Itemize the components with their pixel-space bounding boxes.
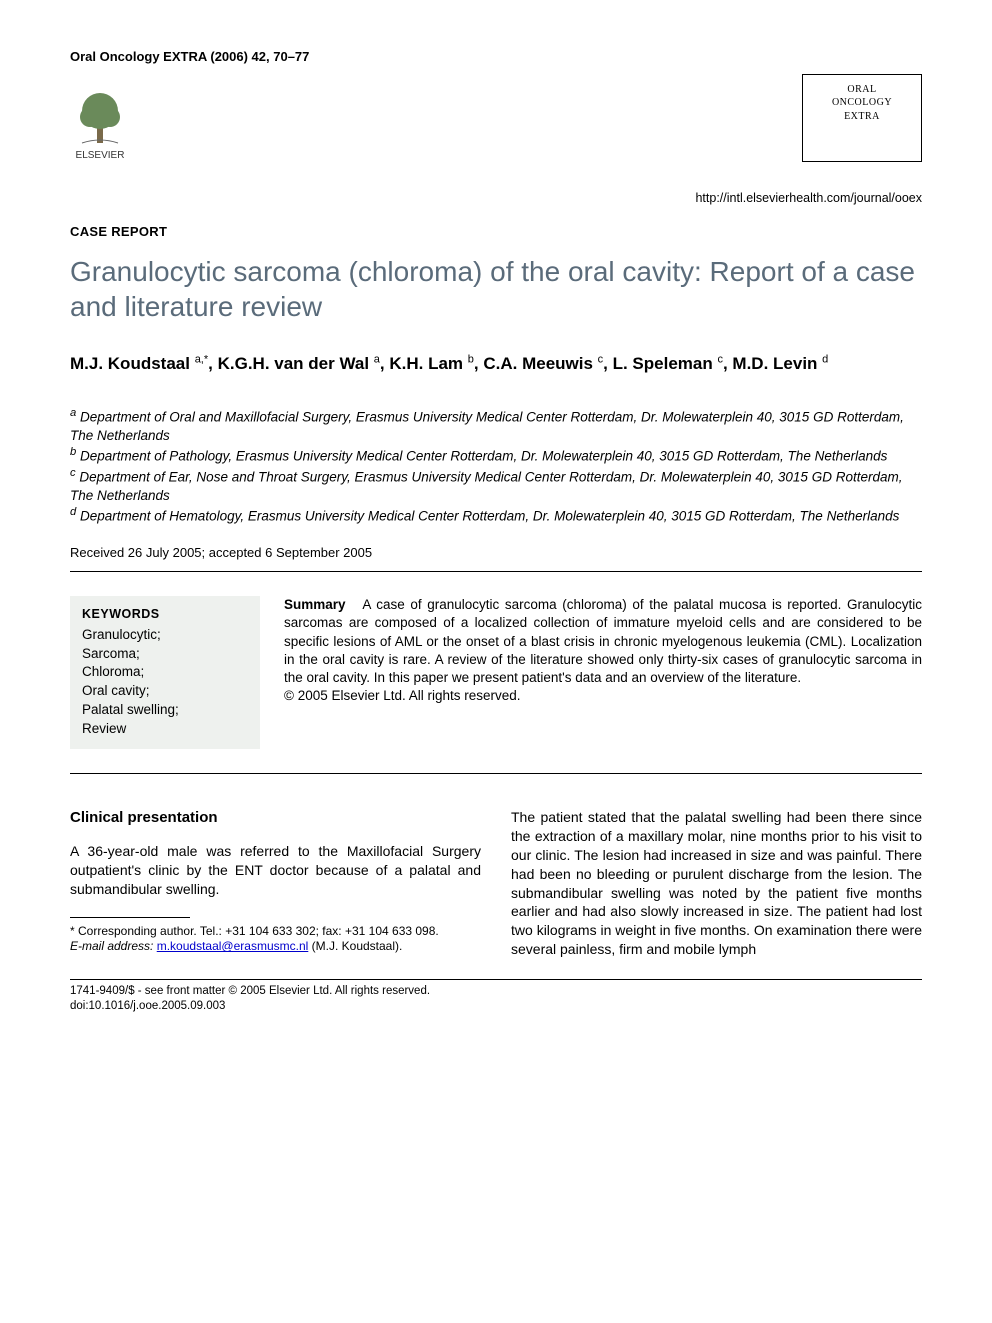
body-paragraph: The patient stated that the palatal swel… xyxy=(511,808,922,959)
body-columns: Clinical presentation A 36-year-old male… xyxy=(70,808,922,959)
journal-citation: Oral Oncology EXTRA (2006) 42, 70–77 xyxy=(70,48,309,66)
keyword-item: Palatal swelling; xyxy=(82,701,248,720)
keyword-item: Oral cavity; xyxy=(82,682,248,701)
divider xyxy=(70,571,922,572)
article-type: CASE REPORT xyxy=(70,223,922,241)
authors: M.J. Koudstaal a,*, K.G.H. van der Wal a… xyxy=(70,352,922,376)
article-dates: Received 26 July 2005; accepted 6 Septem… xyxy=(70,544,922,562)
abstract-block: KEYWORDS Granulocytic;Sarcoma;Chloroma;O… xyxy=(70,596,922,749)
keyword-item: Sarcoma; xyxy=(82,645,248,664)
footer-separator xyxy=(70,979,922,980)
footer-meta: 1741-9409/$ - see front matter © 2005 El… xyxy=(70,984,922,1014)
keyword-item: Chloroma; xyxy=(82,663,248,682)
keywords-box: KEYWORDS Granulocytic;Sarcoma;Chloroma;O… xyxy=(70,596,260,749)
affiliation: d Department of Hematology, Erasmus Univ… xyxy=(70,505,922,526)
footnotes: * Corresponding author. Tel.: +31 104 63… xyxy=(70,924,481,955)
summary-lead: Summary xyxy=(284,597,346,612)
section-heading: Clinical presentation xyxy=(70,808,481,828)
publisher-name: ELSEVIER xyxy=(76,149,125,163)
email-tail: (M.J. Koudstaal). xyxy=(312,939,403,953)
email-label: E-mail address: xyxy=(70,939,153,953)
affiliations: a Department of Oral and Maxillofacial S… xyxy=(70,406,922,525)
affiliation: a Department of Oral and Maxillofacial S… xyxy=(70,406,922,445)
footer-copyright: 1741-9409/$ - see front matter © 2005 El… xyxy=(70,984,922,999)
footnote-separator xyxy=(70,917,190,918)
journal-cover-box: ORAL ONCOLOGY EXTRA xyxy=(802,74,922,163)
summary: Summary A case of granulocytic sarcoma (… xyxy=(284,596,922,749)
keyword-item: Granulocytic; xyxy=(82,626,248,645)
journal-box-line: EXTRA xyxy=(813,110,911,124)
logo-row: ELSEVIER ORAL ONCOLOGY EXTRA xyxy=(70,74,922,167)
footer-doi: doi:10.1016/j.ooe.2005.09.003 xyxy=(70,999,922,1014)
article-title: Granulocytic sarcoma (chloroma) of the o… xyxy=(70,254,922,324)
journal-box-line: ONCOLOGY xyxy=(813,96,911,110)
summary-copyright: © 2005 Elsevier Ltd. All rights reserved… xyxy=(284,688,521,703)
divider xyxy=(70,773,922,774)
journal-box-line: ORAL xyxy=(813,83,911,97)
elsevier-tree-icon xyxy=(70,87,130,147)
body-paragraph: A 36-year-old male was referred to the M… xyxy=(70,842,481,899)
header-row: Oral Oncology EXTRA (2006) 42, 70–77 xyxy=(70,48,922,66)
affiliation: c Department of Ear, Nose and Throat Sur… xyxy=(70,466,922,505)
keywords-heading: KEYWORDS xyxy=(82,606,248,624)
affiliation: b Department of Pathology, Erasmus Unive… xyxy=(70,445,922,466)
keyword-item: Review xyxy=(82,720,248,739)
summary-text: A case of granulocytic sarcoma (chloroma… xyxy=(284,597,922,685)
elsevier-logo: ELSEVIER xyxy=(70,87,130,163)
keywords-list: Granulocytic;Sarcoma;Chloroma;Oral cavit… xyxy=(82,626,248,739)
corresponding-author: * Corresponding author. Tel.: +31 104 63… xyxy=(70,924,481,940)
email-link[interactable]: m.koudstaal@erasmusmc.nl xyxy=(157,939,309,953)
journal-url[interactable]: http://intl.elsevierhealth.com/journal/o… xyxy=(70,190,922,207)
